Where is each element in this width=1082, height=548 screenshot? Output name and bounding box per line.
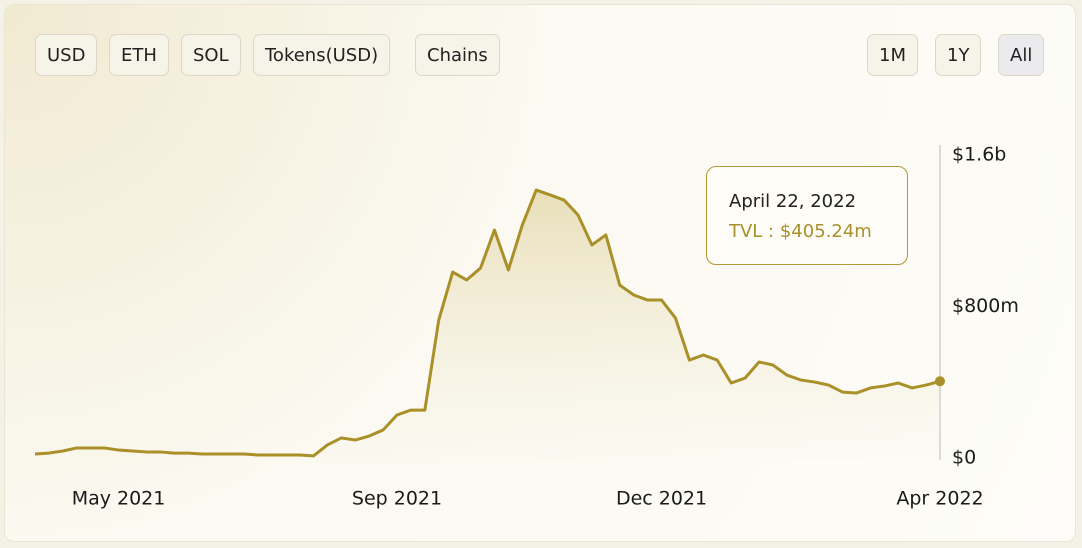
range-button[interactable]: 1Y: [935, 34, 982, 76]
y-tick-label: $0: [952, 447, 976, 469]
line: [34, 188, 941, 458]
y-tick-label: $800m: [952, 295, 1019, 317]
x-tick-label: Sep 2021: [352, 488, 442, 510]
x-tick-label: May 2021: [72, 488, 166, 510]
y-tick-label: $1.6b: [952, 144, 1006, 166]
tooltip-date: April 22, 2022: [729, 191, 857, 212]
currency-button[interactable]: Chains: [415, 34, 500, 76]
hover-point: [935, 376, 945, 387]
tooltip: April 22, 2022 TVL : $405.24m: [706, 166, 908, 265]
currency-button[interactable]: USD: [35, 34, 98, 76]
x-tick-label: Apr 2022: [896, 488, 983, 510]
tooltip-value: TVL : $405.24m: [729, 221, 872, 242]
currency-button[interactable]: Tokens(USD): [253, 34, 391, 76]
x-tick-label: Dec 2021: [616, 488, 707, 510]
currency-button[interactable]: SOL: [181, 34, 241, 76]
area: [35, 190, 940, 459]
currency-button[interactable]: ETH: [109, 34, 169, 76]
range-button[interactable]: All: [998, 34, 1045, 76]
range-button[interactable]: 1M: [867, 34, 918, 76]
